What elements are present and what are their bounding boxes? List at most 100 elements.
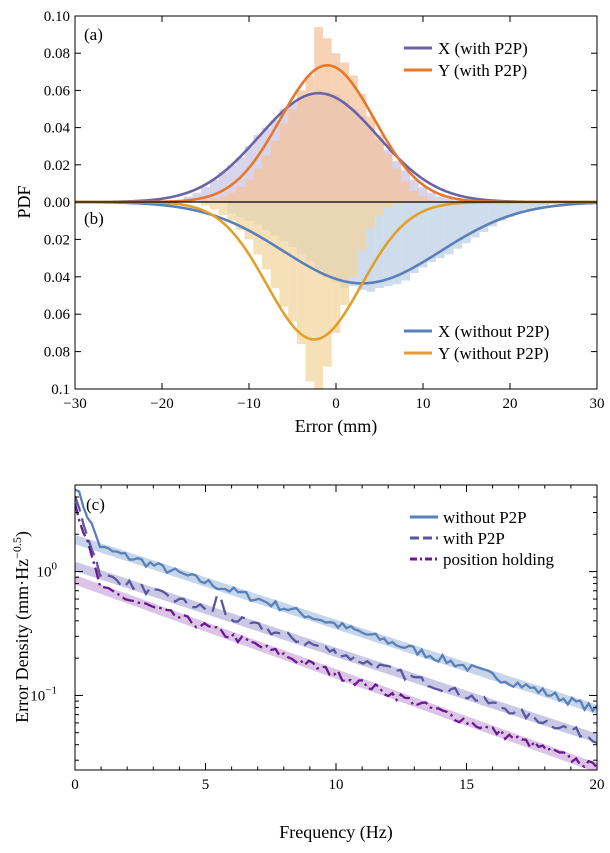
hist-b-x-bar [453, 202, 463, 249]
b-xtick-label: 30 [590, 396, 605, 412]
hist-a-x-bar [192, 192, 202, 202]
hist-a-y-bar [401, 181, 410, 202]
hist-a-y-bar [322, 38, 332, 202]
error-x-axis-label: Error (mm) [295, 416, 377, 437]
c-legend-label: without P2P [443, 508, 527, 527]
hist-b-y-bar [288, 202, 297, 322]
hist-a-y-bar [331, 53, 341, 203]
c-legend-label: position holding [443, 550, 554, 569]
a-ytick-label: 0.00 [44, 195, 70, 211]
panel-c: 0 5 10 15 20 100 10−1 without P2P with P2P posit… [10, 484, 605, 843]
panel-b-tag: (b) [84, 209, 104, 228]
hist-b-y-bar [227, 202, 236, 221]
hist-a-y-bar [383, 153, 393, 202]
panel-a-tag: (a) [84, 25, 103, 44]
pdf-y-axis-label: PDF [14, 185, 34, 218]
hist-b-x-bar [514, 202, 524, 214]
panel-c-tag: (c) [86, 495, 105, 514]
hist-b-x-bar [540, 202, 550, 206]
hist-b-x-bar [523, 202, 532, 210]
hist-a-y-bar [235, 187, 245, 202]
hist-b-y-bar [262, 202, 271, 270]
b-xtick-label: −10 [237, 396, 260, 412]
hist-b-y-bar [357, 202, 367, 251]
c-xtick-label: 20 [590, 777, 605, 793]
a-ytick-label: 0.06 [44, 83, 71, 99]
c-xtick-label: 0 [71, 777, 79, 793]
panel-c-series-lines [75, 488, 597, 769]
hist-b-y-bar [392, 202, 402, 204]
hist-a-x-bar [235, 157, 245, 202]
hist-a-x-bar [418, 187, 428, 202]
hist-b-x-bar [462, 202, 471, 244]
hist-b-x-bar [392, 202, 402, 285]
hist-b-x-bar [436, 202, 445, 259]
hist-b-x-bar [375, 202, 384, 289]
hist-a-y-bar [392, 168, 402, 202]
legend-label: Y (with P2P) [438, 61, 527, 80]
b-xtick-label: 10 [416, 396, 431, 412]
c-xtick-label: 10 [329, 777, 344, 793]
c-xtick-label: 15 [459, 777, 474, 793]
hist-a-y-bar [314, 27, 323, 202]
hist-a-y-bar [409, 190, 419, 202]
hist-a-y-bar [375, 135, 384, 202]
hist-b-y-bar [305, 202, 315, 382]
hist-b-y-bar [366, 202, 376, 229]
legend-label: Y (without P2P) [438, 344, 549, 363]
curve-x-without-p2p [74, 200, 598, 285]
error-density-y-axis-label: Error Density (mm·Hz−0.5) [10, 531, 33, 723]
panel-b: 0.02 0.04 0.06 0.08 0.1−30 −20 −10 0 10 20 30 X (w… [44, 16, 605, 412]
c-ytick-label: 100 [37, 561, 58, 581]
hist-b-x-bar [383, 202, 393, 287]
a-ytick-label: 0.08 [44, 46, 70, 62]
c-xtick-label: 5 [202, 777, 210, 793]
hist-b-y-bar [244, 202, 254, 240]
hist-b-x-bar [531, 202, 541, 208]
hist-a-y-bar [253, 168, 263, 202]
hist-b-x-bar [470, 202, 480, 238]
hist-a-x-bar [218, 172, 228, 202]
hist-b-x-bar [409, 202, 419, 274]
legend-label: X (with P2P) [438, 39, 528, 58]
hist-a-y-bar [227, 192, 236, 202]
a-ytick-label: 0.02 [44, 158, 70, 174]
hist-b-x-bar [418, 202, 428, 268]
hist-b-x-bar [366, 202, 376, 292]
hist-a-x-bar [436, 196, 445, 202]
hist-b-y-bar [218, 202, 228, 216]
series-line-1 [75, 496, 597, 744]
c-legend-label: with P2P [443, 529, 505, 548]
panel-a-legend: X (with P2P) Y (with P2P) [404, 39, 528, 80]
hist-a-y-bar [270, 140, 280, 202]
legend-label: X (without P2P) [438, 322, 549, 341]
hist-a-y-bar [279, 123, 289, 202]
panel-a: 0.00 0.02 0.04 0.06 0.08 0.10 X (with P2P) Y (… [44, 9, 597, 211]
b-xtick-label: 0 [332, 396, 340, 412]
b-xtick-label: −30 [63, 396, 86, 412]
panel-c-ticks: 0 5 10 15 20 100 10−1 [30, 484, 605, 793]
hist-a-y-bar [244, 179, 254, 202]
panel-b-legend: X (without P2P) Y (without P2P) [404, 322, 549, 363]
hist-a-y-bar [262, 155, 271, 202]
hist-a-y-bar [209, 198, 219, 202]
b-ytick-label: 0.06 [44, 307, 71, 323]
panel-b-histograms [201, 202, 550, 389]
hist-b-y-bar [279, 202, 289, 307]
hist-b-y-bar [201, 202, 210, 206]
series-line-2 [75, 503, 597, 769]
hist-a-y-bar [340, 62, 350, 202]
b-ytick-label: 0.02 [44, 232, 70, 248]
hist-a-x-bar [209, 179, 219, 202]
hist-b-y-bar [322, 202, 332, 367]
hist-b-x-bar [488, 202, 497, 227]
hist-a-x-bar [427, 192, 437, 202]
c-ytick-label: 10−1 [30, 684, 57, 704]
hist-a-y-bar [357, 94, 367, 202]
hist-b-y-bar [383, 202, 393, 208]
hist-b-y-bar [235, 202, 245, 231]
hist-a-x-bar [244, 146, 254, 202]
hist-b-x-bar [401, 202, 410, 281]
panel-a-histograms [183, 27, 463, 203]
b-xtick-label: 20 [503, 396, 518, 412]
